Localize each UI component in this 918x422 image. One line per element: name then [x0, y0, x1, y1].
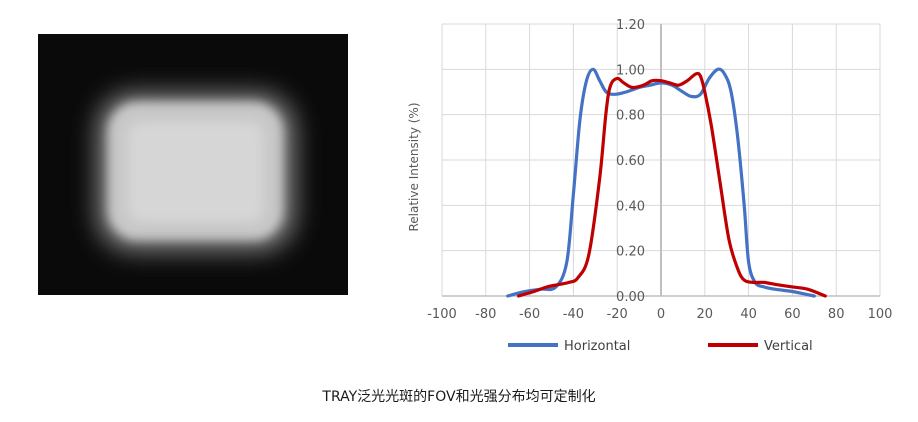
y-tick-label: 0.40	[616, 199, 645, 214]
beam-spot-core	[128, 122, 263, 222]
legend-label-horizontal: Horizontal	[564, 339, 630, 354]
x-tick-label: 40	[740, 307, 757, 322]
y-tick-label: 0.80	[616, 109, 645, 124]
figure-caption: TRAY泛光光斑的FOV和光强分布均可定制化	[322, 389, 596, 405]
x-tick-label: 60	[784, 307, 801, 322]
x-tick-label: 0	[657, 307, 665, 322]
y-axis-label: Relative Intensity (%)	[407, 102, 421, 231]
y-tick-label: 1.00	[616, 63, 645, 78]
x-tick-label: 100	[868, 307, 893, 322]
x-tick-label: 20	[697, 307, 714, 322]
x-tick-label: -80	[475, 307, 496, 322]
x-tick-label: -20	[607, 307, 628, 322]
x-tick-label: -60	[519, 307, 540, 322]
y-tick-label: 0.00	[616, 290, 645, 305]
y-tick-label: 0.60	[616, 154, 645, 169]
chart-legend: Horizontal Vertical	[508, 339, 813, 354]
x-tick-labels: -100 -80 -60 -40 -20 0 20 40 60 80 100	[427, 307, 892, 322]
series-line-vertical	[517, 71, 827, 298]
x-tick-label: -100	[427, 307, 457, 322]
y-tick-label: 0.20	[616, 245, 645, 260]
x-tick-label: -40	[563, 307, 584, 322]
legend-label-vertical: Vertical	[764, 339, 813, 354]
intensity-profile-chart: -100 -80 -60 -40 -20 0 20 40 60 80 100 0.00 0.20 0.4…	[407, 18, 892, 354]
x-tick-label: 80	[828, 307, 845, 322]
y-tick-labels: 0.00 0.20 0.40 0.60 0.80 1.00 1.20	[616, 18, 645, 305]
y-tick-label: 1.20	[616, 18, 645, 33]
beam-spot-image	[38, 34, 348, 295]
chart-series	[506, 67, 827, 298]
